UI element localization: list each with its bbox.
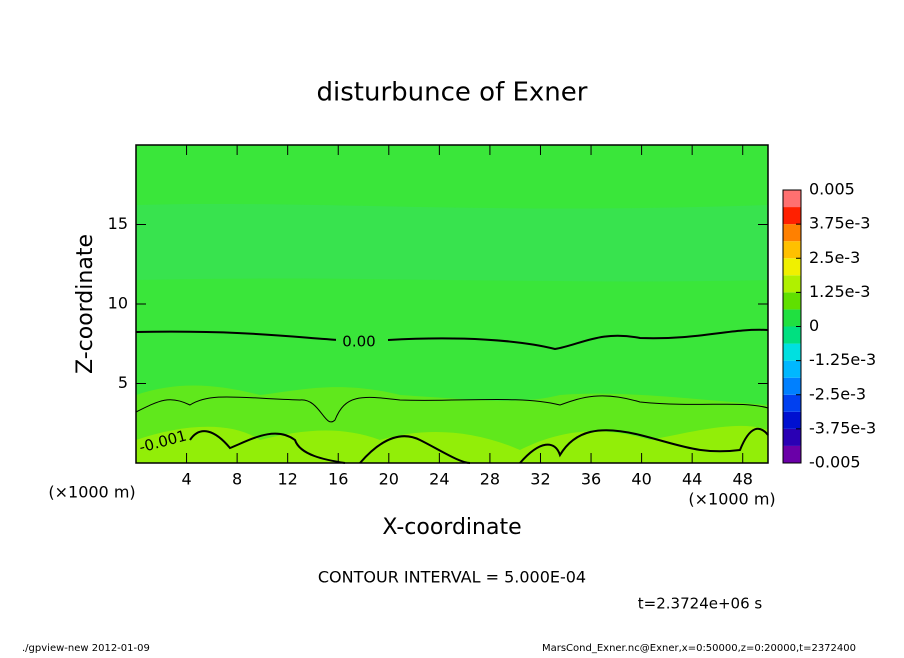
colorbar-tick-label: 3.75e-3 <box>809 214 870 233</box>
colorbar-swatch <box>783 428 801 446</box>
x-tick-label: 8 <box>232 470 242 489</box>
x-axis-label: X-coordinate <box>382 515 521 540</box>
field-band <box>136 203 768 282</box>
x-tick-label: 36 <box>581 470 601 489</box>
colorbar-swatch <box>783 326 801 344</box>
label-gap <box>336 332 384 350</box>
colorbar-tick-label: 1.25e-3 <box>809 282 870 301</box>
contour-line <box>135 328 769 351</box>
colorbar-tick-label: 0.005 <box>809 180 855 199</box>
x-unit: (×1000 m) <box>688 490 775 509</box>
footer-right: MarsCond_Exner.nc@Exner,x=0:50000,z=0:20… <box>542 643 856 654</box>
y-tick-label: 15 <box>108 214 128 233</box>
field: 0.00 -0.001 <box>135 145 769 464</box>
colorbar-swatch <box>783 241 801 259</box>
colorbar-swatch <box>783 258 801 276</box>
contour-line <box>189 427 769 464</box>
colorbar-swatch <box>783 309 801 327</box>
x-tick-label: 48 <box>733 470 753 489</box>
colorbar-tick-label: -1.25e-3 <box>809 350 876 369</box>
contour-interval: CONTOUR INTERVAL = 5.000E-04 <box>318 568 586 587</box>
colorbar-swatch <box>783 343 801 361</box>
colorbar-swatch <box>783 275 801 293</box>
y-tick-label: 5 <box>118 373 128 392</box>
time-label: t=2.3724e+06 s <box>638 595 763 613</box>
colorbar-tick-label: -2.5e-3 <box>809 384 866 403</box>
colorbar-swatch <box>783 207 801 225</box>
colorbar-swatch <box>783 411 801 429</box>
x-tick-label: 32 <box>530 470 550 489</box>
colorbar-swatch <box>783 445 801 463</box>
x-tick-label: 44 <box>682 470 702 489</box>
x-tick-label: 24 <box>429 470 449 489</box>
footer-left: ./gpview-new 2012-01-09 <box>22 643 150 654</box>
x-tick-label: 4 <box>181 470 191 489</box>
field-band <box>136 425 768 463</box>
x-tick-label: 16 <box>328 470 348 489</box>
x-tick-label: 20 <box>379 470 399 489</box>
colorbar-tick-label: 2.5e-3 <box>809 248 860 267</box>
contour-label: 0.00 <box>342 333 375 351</box>
colorbar-swatch <box>783 292 801 310</box>
chart-title: disturbunce of Exner <box>317 78 588 108</box>
colorbar-tick-label: -0.005 <box>809 453 861 472</box>
x-tick-label: 40 <box>631 470 651 489</box>
colorbar-tick-label: -3.75e-3 <box>809 418 876 437</box>
colorbar-swatch <box>783 190 801 208</box>
y-tick-label: 10 <box>108 294 128 313</box>
contour-line <box>135 395 769 423</box>
x-tick-label: 12 <box>278 470 298 489</box>
colorbar-swatch <box>783 224 801 242</box>
colorbar-tick-label: 0 <box>809 316 819 335</box>
x-tick-label: 28 <box>480 470 500 489</box>
colorbar-swatch <box>783 360 801 378</box>
y-unit: (×1000 m) <box>48 483 135 502</box>
colorbar-swatch <box>783 394 801 412</box>
y-axis-label: Z-coordinate <box>73 234 98 374</box>
colorbar-swatch <box>783 377 801 395</box>
